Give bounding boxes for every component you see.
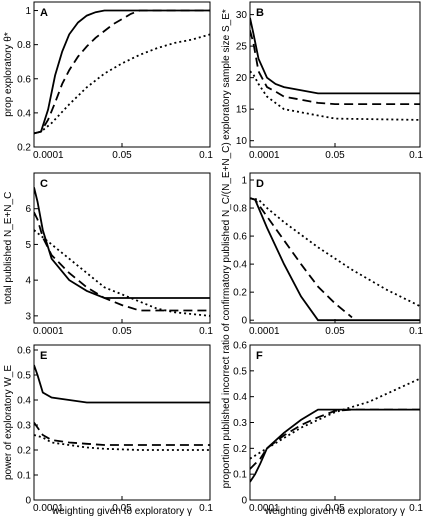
series-line-solid: [250, 17, 420, 95]
y-tick-label: 0.6: [17, 74, 31, 85]
series-line-dotted: [250, 70, 420, 121]
y-tick-label: 0.4: [233, 392, 247, 403]
y-tick-label: 0.2: [17, 446, 31, 457]
y-tick-label: 6: [25, 204, 31, 215]
y-tick-label: 0: [241, 316, 247, 327]
y-axis-label: exploratory sample size S_E*: [221, 9, 232, 140]
x-tick-label: 0.1: [199, 150, 213, 161]
y-tick-label: 0.4: [233, 260, 247, 271]
y-tick-label: 4: [25, 276, 31, 287]
x-tick-label: 0.0001: [33, 503, 64, 514]
y-tick-label: 0: [241, 496, 247, 507]
y-axis-label: power of exploratory W_E: [3, 365, 14, 480]
y-tick-label: 20: [236, 73, 248, 84]
y-tick-label: 0.8: [17, 40, 31, 51]
y-axis-label: total published N_E+N_C: [3, 192, 14, 305]
series-line-solid: [34, 187, 210, 299]
series-line-dotted: [250, 197, 420, 308]
series-line-solid: [250, 408, 420, 483]
series-line-dotted: [34, 229, 210, 317]
y-tick-label: 0.4: [17, 396, 31, 407]
series-line-dashed: [34, 421, 210, 446]
y-axis-label: prop exploratory θ*: [3, 32, 14, 117]
y-tick-label: 0.2: [17, 143, 31, 154]
x-tick-label: 0.05: [325, 503, 345, 514]
panel-letter: B: [256, 7, 264, 19]
y-tick-label: 5: [25, 240, 31, 251]
series-line-dotted: [34, 33, 210, 135]
series-line-dotted: [34, 434, 210, 451]
x-tick-label: 0.0001: [249, 150, 280, 161]
x-tick-label: 0.1: [409, 326, 423, 337]
series-line-dashed: [34, 9, 210, 135]
x-tick-label: 0.1: [199, 326, 213, 337]
x-axis-label-right: weighting given to exploratory γ: [264, 506, 405, 517]
x-tick-label: 0.0001: [33, 326, 64, 337]
plot-frame: [33, 344, 211, 501]
y-tick-label: 0.3: [233, 418, 247, 429]
y-tick-label: 10: [236, 136, 248, 147]
y-tick-label: 0.4: [17, 108, 31, 119]
x-tick-label: 0.05: [112, 326, 132, 337]
x-tick-label: 0.05: [325, 150, 345, 161]
x-axis-label-left: weighting given to exploratory γ: [51, 506, 192, 517]
x-tick-label: 0.05: [112, 150, 132, 161]
x-tick-label: 0.1: [409, 503, 423, 514]
x-tick-label: 0.0001: [249, 326, 280, 337]
y-tick-label: 30: [236, 10, 248, 21]
panel-letter: E: [40, 350, 47, 362]
series-line-dotted: [250, 377, 420, 460]
y-tick-label: 1: [25, 6, 31, 17]
panel-letter: C: [40, 178, 48, 190]
panel-letter: F: [256, 350, 263, 362]
y-tick-label: 25: [236, 42, 248, 53]
y-tick-label: 3: [25, 311, 31, 322]
y-tick-label: 1: [241, 176, 247, 187]
plot-frame: [33, 172, 211, 324]
x-tick-label: 0.0001: [249, 503, 280, 514]
x-tick-label: 0.0001: [33, 150, 64, 161]
series-line-solid: [34, 364, 210, 404]
panel-f: 0 0.1 0.2 0.3 0.4 0.5 0.6 0.0001 0.05 0.1 Fproport…: [221, 341, 423, 515]
panel-letter: A: [40, 7, 48, 19]
y-tick-label: 0.2: [233, 444, 247, 455]
y-axis-label: proportion published incorrect: [221, 356, 232, 488]
y-tick-label: 0.6: [233, 232, 247, 243]
y-tick-label: 0.6: [17, 346, 31, 357]
series-line-solid: [34, 9, 210, 135]
x-tick-label: 0.05: [325, 326, 345, 337]
y-tick-label: 0.1: [17, 471, 31, 482]
y-tick-label: 0.6: [233, 341, 247, 352]
x-tick-label: 0.1: [409, 150, 423, 161]
x-tick-label: 0.1: [199, 503, 213, 514]
series-line-dashed: [250, 30, 420, 105]
y-tick-label: 0.8: [233, 204, 247, 215]
panel-letter: D: [256, 178, 264, 190]
plot-frame: [33, 1, 211, 148]
series-line-dashed: [34, 211, 210, 312]
y-tick-label: 15: [236, 105, 248, 116]
plot-frame: [249, 344, 421, 501]
plot-frame: [249, 1, 421, 148]
series-line-dashed: [250, 408, 420, 470]
y-tick-label: 0.5: [233, 366, 247, 377]
y-tick-label: 0.3: [17, 421, 31, 432]
series-line-dashed: [250, 197, 353, 319]
y-tick-label: 0.5: [17, 371, 31, 382]
x-tick-label: 0.05: [112, 503, 132, 514]
y-tick-label: 0.1: [233, 470, 247, 481]
y-tick-label: 0: [25, 496, 31, 507]
y-tick-label: 0.2: [233, 288, 247, 299]
y-axis-label: ratio of confirmatory published N_C/(N_E…: [221, 142, 232, 353]
